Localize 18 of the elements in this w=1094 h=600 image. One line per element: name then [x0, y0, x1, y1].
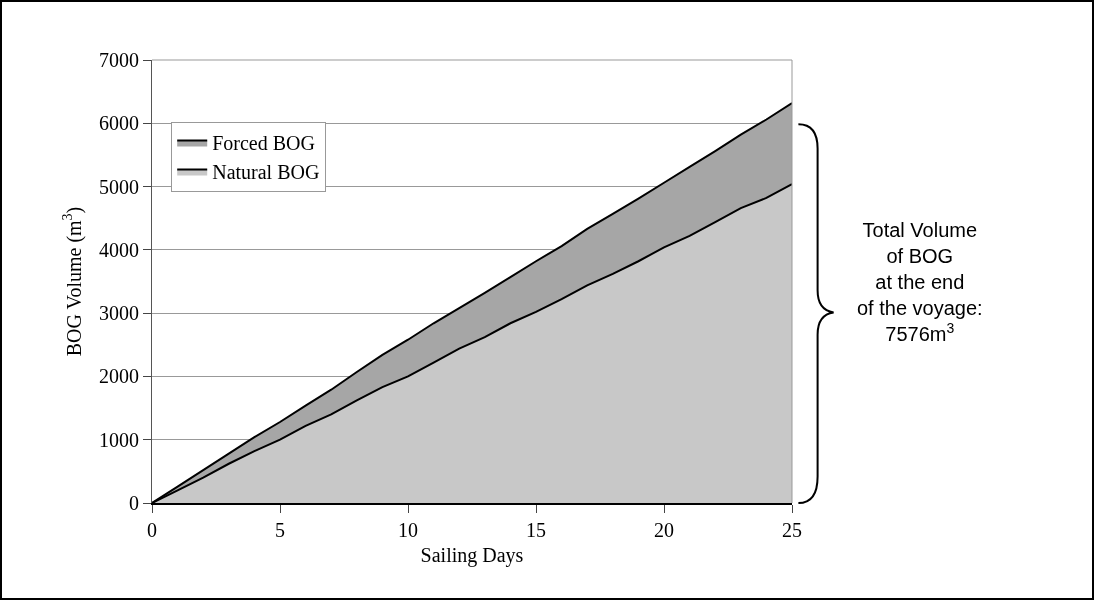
- x-axis-title: Sailing Days: [420, 544, 524, 567]
- x-tick-label: 5: [275, 519, 285, 541]
- legend-label: Forced BOG: [212, 132, 315, 155]
- legend-label: Natural BOG: [212, 161, 320, 184]
- x-tick-label: 20: [654, 519, 674, 541]
- y-tick-label: 4000: [99, 238, 139, 261]
- y-tick-label: 2000: [99, 365, 139, 388]
- text: Total Volume of BOG at the end of the voyage: 7576m$^{3}$: [857, 219, 983, 345]
- y-tick-label: 1000: [99, 428, 139, 451]
- y-tick-label: 3000: [99, 302, 139, 325]
- y-tick-label: 7000: [99, 49, 139, 71]
- y-tick-label: 0: [129, 492, 139, 514]
- x-tick-label: 10: [398, 519, 418, 541]
- x-tick-label: 0: [147, 519, 157, 541]
- x-tick-label: 15: [526, 519, 546, 541]
- y-tick-label: 6000: [99, 112, 139, 135]
- y-tick-label: 5000: [99, 175, 139, 198]
- x-tick-label: 25: [782, 519, 802, 541]
